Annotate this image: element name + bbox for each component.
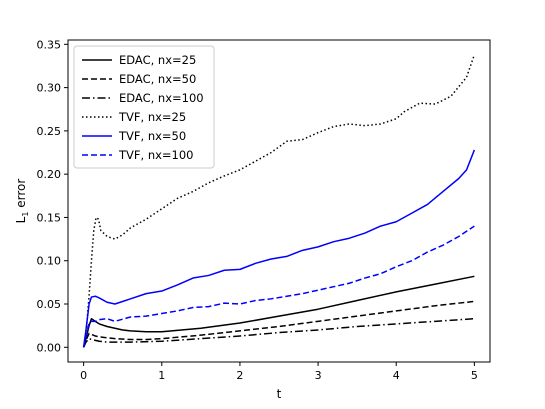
y-tick-label: 0.25 bbox=[37, 125, 62, 138]
series-layer bbox=[82, 54, 476, 348]
legend-entry-label: TVF, nx=50 bbox=[118, 129, 186, 143]
legend-box bbox=[73, 45, 215, 169]
y-tick-label: 0.10 bbox=[37, 255, 62, 268]
y-tick-label: 0.00 bbox=[37, 341, 62, 354]
y-tick-label: 0.05 bbox=[37, 298, 62, 311]
series-line-1 bbox=[82, 275, 475, 348]
plot-area bbox=[67, 39, 491, 363]
x-tick-label: 1 bbox=[158, 369, 165, 382]
series-line-6 bbox=[82, 225, 475, 348]
series-line-4 bbox=[82, 54, 476, 348]
series-line-5 bbox=[82, 149, 476, 348]
y-tick-label: 0.35 bbox=[37, 38, 62, 51]
x-tick-label: 0 bbox=[80, 369, 87, 382]
x-tick-label: 5 bbox=[471, 369, 478, 382]
legend-entry-label: EDAC, nx=100 bbox=[119, 91, 204, 105]
ticks-layer: 0 1 2 3 4 5 0.00 0.05 0.10 0.15 0.20 0.25 0.30 0.35 bbox=[37, 38, 478, 382]
y-tick-label: 0.15 bbox=[37, 211, 62, 224]
series-line-3 bbox=[82, 317, 475, 348]
legend: EDAC, nx=25 EDAC, nx=50 EDAC, nx=100 TVF, n… bbox=[73, 45, 215, 169]
x-axis-label: t bbox=[277, 387, 282, 401]
legend-entry-label: EDAC, nx=50 bbox=[119, 72, 196, 86]
y-axis-label-main: L bbox=[14, 216, 28, 223]
y-axis-label-subscript: 1 bbox=[21, 212, 30, 217]
plot-frame bbox=[67, 39, 491, 363]
series-line-2 bbox=[82, 300, 475, 348]
y-tick-label: 0.20 bbox=[37, 168, 62, 181]
y-tick-label: 0.30 bbox=[37, 82, 62, 95]
x-tick-label: 4 bbox=[393, 369, 400, 382]
x-tick-label: 3 bbox=[315, 369, 322, 382]
y-axis-label-rest: error bbox=[14, 179, 28, 212]
legend-entry-label: TVF, nx=100 bbox=[118, 148, 194, 162]
x-tick-label: 2 bbox=[236, 369, 243, 382]
y-axis-label: L1 error bbox=[14, 179, 30, 224]
legend-entry-label: TVF, nx=25 bbox=[118, 110, 186, 124]
legend-entry-label: EDAC, nx=25 bbox=[119, 53, 196, 67]
